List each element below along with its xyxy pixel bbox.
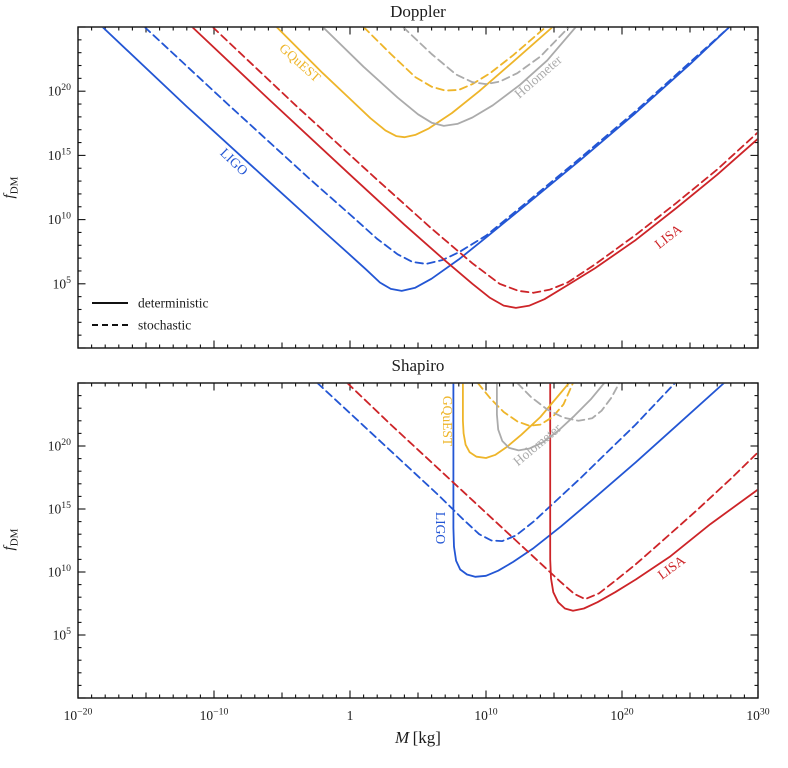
shapiro-plot-title: Shapiro (391, 356, 445, 375)
curve-gquest-deterministic-shapiro (462, 383, 570, 459)
curve-lisa-deterministic-doppler (191, 27, 758, 309)
curve-holometer-stochastic-doppler (402, 27, 570, 85)
doppler-y-tick-label: 1010 (48, 211, 71, 228)
x-tick-label: 10−10 (200, 707, 229, 724)
y-axis-label-shapiro: fDM (1, 528, 21, 551)
shapiro-y-tick-label: 1020 (48, 437, 71, 454)
curve-lisa-stochastic-doppler (212, 27, 758, 294)
x-tick-label: 1010 (474, 707, 497, 724)
shapiro-y-tick-label: 105 (53, 626, 72, 643)
shapiro-y-tick-label: 1010 (48, 563, 71, 580)
doppler-y-tick-label: 1015 (48, 146, 71, 163)
curve-holometer-stochastic-shapiro (516, 383, 620, 422)
doppler-y-tick-label: 1020 (48, 82, 71, 99)
shapiro-y-tick-label: 1015 (48, 500, 71, 517)
y-axis-label-doppler: fDM (1, 176, 21, 199)
x-tick-label: 1 (347, 708, 354, 723)
x-tick-label: 10−20 (64, 707, 93, 724)
legend-label-stochastic: stochastic (138, 318, 191, 333)
curve-label-ligo-shapiro: LIGO (433, 512, 448, 544)
curve-gquest-deterministic-doppler (276, 27, 554, 139)
curve-label-gquest-doppler: GQuEST (276, 40, 324, 85)
curve-label-lisa-doppler: LISA (652, 221, 685, 251)
curve-ligo-stochastic-doppler (144, 27, 730, 265)
curve-label-holometer-shapiro: Holometer (510, 420, 564, 469)
curve-ligo-stochastic-shapiro (316, 383, 676, 542)
curve-label-gquest-shapiro: GQuEST (440, 396, 455, 447)
shapiro-plot: 105 1010 1015 1020 10−20 10−10 1 1010 1020 1030 GQ… (48, 382, 770, 724)
legend-label-deterministic: deterministic (138, 296, 208, 311)
curve-label-lisa-shapiro: LISA (655, 552, 688, 582)
shapiro-plot-border (77, 382, 759, 699)
curve-holometer-deterministic-shapiro (496, 383, 605, 452)
curve-holometer-deterministic-doppler (322, 27, 577, 127)
doppler-plot-title: Doppler (390, 2, 446, 21)
x-tick-label: 1020 (610, 707, 633, 724)
curve-lisa-deterministic-shapiro (549, 383, 758, 612)
doppler-y-tick-label: 105 (53, 275, 72, 292)
shapiro-ticks (77, 382, 759, 699)
x-tick-label: 1030 (746, 707, 769, 724)
curve-gquest-stochastic-doppler (363, 27, 547, 92)
curve-lisa-stochastic-shapiro (346, 383, 758, 600)
x-axis-label-unit: [kg] (412, 728, 441, 747)
x-axis-label: M [kg] (78, 728, 758, 748)
x-axis-label-symbol: M (395, 728, 410, 747)
curve-label-ligo-doppler: LIGO (217, 145, 251, 178)
curve-ligo-deterministic-shapiro (452, 383, 725, 578)
legend: deterministic stochastic (92, 296, 208, 333)
curve-ligo-deterministic-doppler (102, 27, 730, 292)
doppler-plot-border (77, 26, 759, 349)
curve-gquest-stochastic-shapiro (477, 383, 574, 427)
